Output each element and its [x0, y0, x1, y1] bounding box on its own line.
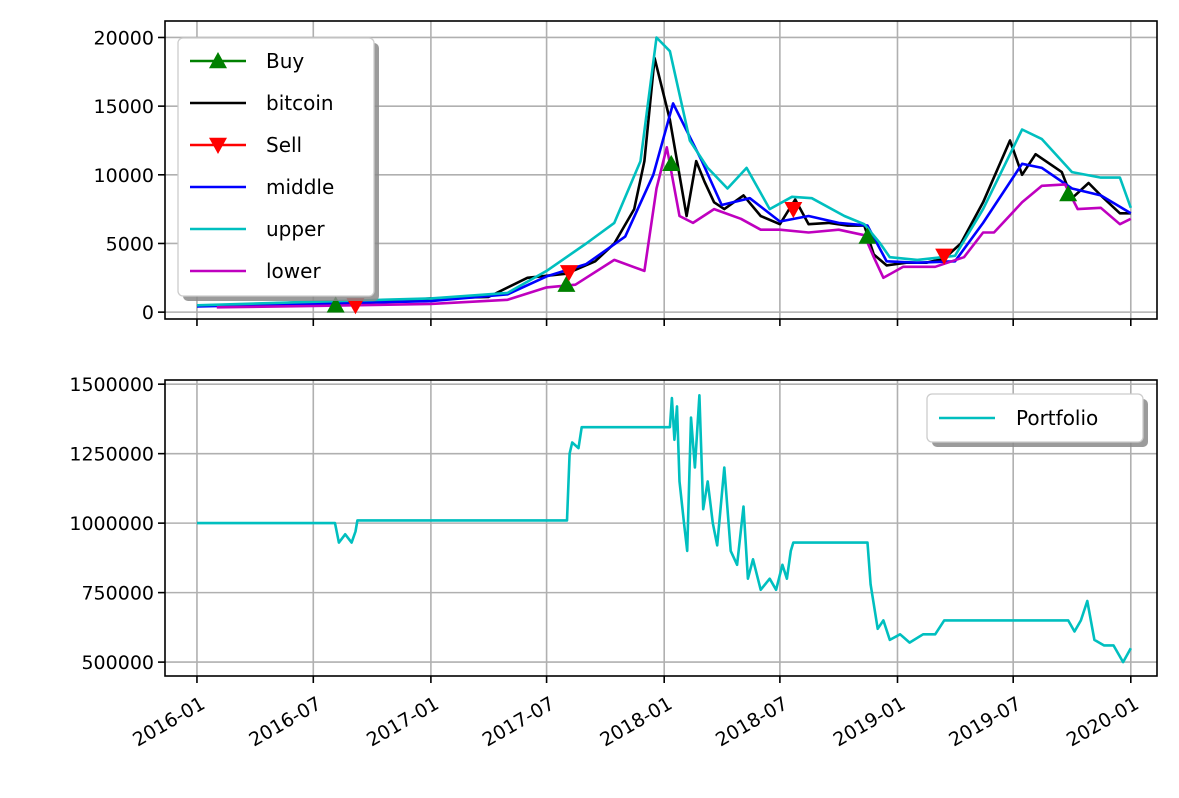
legend-label-sell: Sell	[266, 133, 302, 157]
legend-label-upper: upper	[266, 217, 325, 241]
x-tick-label: 2019-01	[830, 693, 910, 752]
sell-marker	[346, 298, 365, 315]
sell-marker	[559, 265, 578, 282]
series-line-portfolio	[197, 393, 1132, 664]
series-line-middle	[196, 102, 1132, 308]
legend-label-buy: Buy	[266, 49, 304, 73]
y-tick-label: 0	[142, 302, 154, 324]
y-tick-label: 20000	[94, 27, 154, 49]
x-tick-label: 2018-07	[712, 693, 792, 752]
legend-label-portfolio: Portfolio	[1016, 406, 1098, 430]
legend-box	[926, 393, 1144, 443]
buy-marker	[1059, 185, 1078, 202]
axes-frame	[164, 20, 1158, 320]
y-tick-label: 15000	[94, 96, 154, 118]
legend-label-middle: middle	[266, 175, 334, 199]
price-panel: 0 5000 10000 15000 20000 Buy bitcoin Sell middle…	[94, 20, 1158, 326]
legend: Buy bitcoin Sell middle upper lower	[177, 37, 379, 301]
buy-marker	[326, 296, 345, 313]
legend-marker-sell	[209, 137, 227, 154]
x-tick-label: 2018-01	[596, 693, 676, 752]
x-tick-label: 2016-01	[129, 693, 209, 752]
x-tick-label: 2019-07	[945, 693, 1025, 752]
series-line-bitcoin	[196, 56, 1131, 308]
x-tick-label: 2017-01	[363, 693, 443, 752]
y-tick-label: 1250000	[69, 444, 154, 466]
legend: Portfolio	[926, 393, 1148, 447]
buy-marker	[662, 154, 681, 172]
y-tick-label: 1500000	[69, 374, 154, 396]
buy-marker	[557, 275, 576, 292]
x-tick-label: 2016-07	[245, 693, 325, 752]
portfolio-panel: 500000 750000 1000000 1250000 1500000 2016-01…	[69, 374, 1158, 752]
legend-label-lower: lower	[266, 259, 321, 283]
axes-frame	[164, 379, 1158, 677]
x-tick-label: 2017-07	[479, 693, 559, 752]
legend-box	[177, 37, 375, 297]
y-tick-label: 500000	[81, 652, 154, 674]
buy-marker	[858, 227, 877, 244]
y-tick-label: 750000	[81, 583, 154, 605]
series-line-lower	[216, 146, 1132, 309]
series-line-upper	[196, 36, 1133, 307]
series-layer	[196, 36, 1133, 315]
legend-label-bitcoin: bitcoin	[266, 91, 334, 115]
y-tick-label: 5000	[106, 233, 154, 255]
x-tick-label: 2020-01	[1063, 693, 1143, 752]
y-tick-label: 10000	[94, 165, 154, 187]
y-tick-label: 1000000	[69, 513, 154, 535]
sell-marker	[935, 248, 954, 265]
series-layer	[197, 393, 1132, 664]
legend-marker-buy	[209, 52, 227, 69]
sell-marker	[784, 201, 803, 219]
